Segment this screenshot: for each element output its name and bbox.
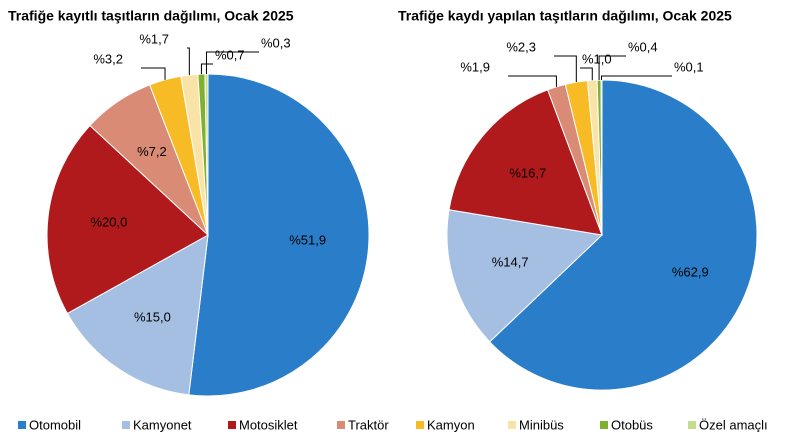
legend-label: Özel amaçlı [699, 417, 768, 432]
legend-label: Otobüs [611, 417, 653, 432]
data-label: %0,1 [674, 59, 704, 74]
data-label: %15,0 [134, 309, 171, 324]
legend-swatch [122, 421, 130, 429]
pie-slice [46, 124, 209, 315]
legend-label: Traktör [348, 417, 389, 432]
legend-swatch [416, 421, 424, 429]
pie-slice [188, 73, 370, 397]
data-label: %0,7 [215, 47, 245, 62]
legend-label: Kamyon [427, 417, 475, 432]
data-label: %1,7 [139, 31, 169, 46]
pie-slice [446, 209, 604, 343]
data-label: %1,0 [582, 51, 612, 66]
pie-slice [448, 89, 603, 236]
leader-line [200, 63, 213, 75]
leader-line [554, 55, 577, 83]
pie-slice [488, 79, 758, 391]
legend-label: Motosiklet [239, 417, 298, 432]
legend-swatch [228, 421, 236, 429]
leader-line [187, 47, 190, 76]
leader-line [141, 67, 166, 80]
legend-swatch [688, 421, 696, 429]
data-label: %51,9 [289, 232, 326, 247]
data-label: %7,2 [137, 144, 167, 159]
legend-swatch [508, 421, 516, 429]
legend-swatch [337, 421, 345, 429]
data-label: %3,2 [93, 51, 123, 66]
leader-line [508, 75, 557, 87]
legend-label: Minibüs [519, 417, 564, 432]
pie-slice [66, 234, 209, 396]
leader-line [601, 75, 672, 81]
chart-title: Trafiğe kayıtlı taşıtların dağılımı, Oca… [8, 8, 294, 24]
data-label: %0,3 [261, 35, 291, 50]
data-label: %16,7 [509, 165, 546, 180]
data-label: %14,7 [492, 255, 529, 270]
data-label: %1,9 [460, 59, 490, 74]
leader-line [205, 51, 259, 75]
data-label: %62,9 [672, 264, 709, 279]
leader-line [598, 55, 626, 81]
legend-label: Otomobil [29, 417, 81, 432]
chart-title: Trafiğe kaydı yapılan taşıtların dağılım… [398, 8, 732, 24]
data-label: %0,4 [628, 39, 658, 54]
leader-line [580, 67, 593, 81]
data-label: %2,3 [506, 39, 536, 54]
legend-label: Kamyonet [133, 417, 192, 432]
legend-swatch [600, 421, 608, 429]
legend-swatch [18, 421, 26, 429]
data-label: %20,0 [90, 215, 127, 230]
